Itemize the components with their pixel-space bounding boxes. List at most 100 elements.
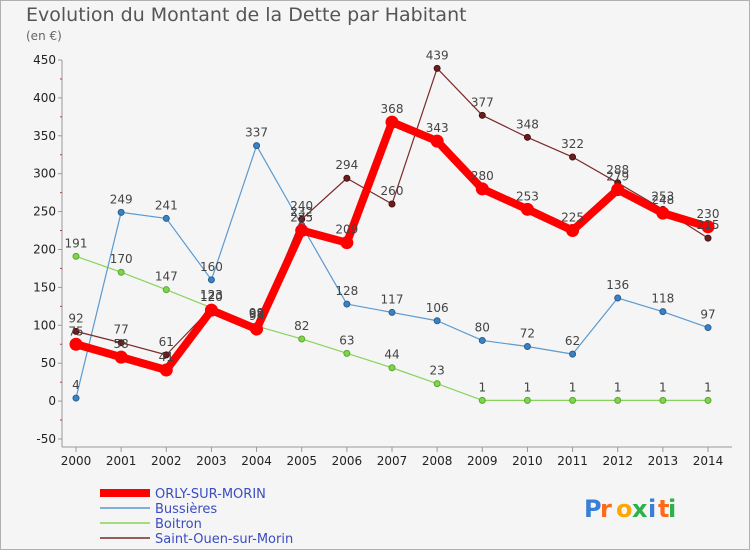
- value-label-bussi-res: 118: [651, 292, 674, 306]
- data-point-bussi-res: [569, 350, 577, 358]
- x-tick-label: 2005: [286, 454, 317, 468]
- value-label-boitron: 44: [384, 348, 399, 362]
- data-point-bussi-res: [117, 208, 125, 216]
- value-label-saint-ouen-sur-morin: 98: [249, 307, 264, 321]
- series-layer: [69, 64, 715, 404]
- x-tick-label: 2000: [61, 454, 92, 468]
- data-point-orly-sur-morin: [430, 134, 444, 148]
- x-tick-label: 2010: [512, 454, 543, 468]
- value-label-saint-ouen-sur-morin: 92: [68, 311, 83, 325]
- legend-label-boitron: Boitron: [155, 517, 202, 532]
- value-label-bussi-res: 117: [381, 292, 404, 306]
- x-tick-label: 2009: [467, 454, 498, 468]
- value-label-orly-sur-morin: 343: [426, 121, 449, 135]
- data-point-orly-sur-morin: [159, 363, 173, 377]
- value-label-boitron: 191: [65, 236, 88, 250]
- data-point-saint-ouen-sur-morin: [433, 64, 441, 72]
- value-label-boitron: 1: [614, 380, 622, 394]
- data-point-boitron: [704, 396, 712, 404]
- data-point-boitron: [659, 396, 667, 404]
- data-point-orly-sur-morin: [566, 224, 580, 238]
- x-tick-label: 2012: [602, 454, 633, 468]
- logo-letter: P: [584, 495, 602, 523]
- data-point-bussi-res: [388, 308, 396, 316]
- value-label-boitron: 1: [524, 380, 532, 394]
- data-point-saint-ouen-sur-morin: [162, 351, 170, 359]
- value-label-boitron: 1: [659, 380, 667, 394]
- data-point-saint-ouen-sur-morin: [343, 174, 351, 182]
- data-point-orly-sur-morin: [340, 236, 354, 250]
- y-tick-label: 150: [33, 280, 56, 294]
- data-point-bussi-res: [253, 142, 261, 150]
- value-label-bussi-res: 97: [700, 308, 715, 322]
- x-tick-label: 2006: [332, 454, 363, 468]
- legend-label-saint-ouen-sur-morin: Saint-Ouen-sur-Morin: [155, 532, 293, 547]
- value-label-orly-sur-morin: 209: [335, 223, 358, 237]
- data-point-boitron: [117, 268, 125, 276]
- logo-letter: x: [632, 495, 648, 523]
- value-labels: 191 170 147 123 99 82 63 44 23 1 1 1 1 1 1 4 249 241 160 33…: [65, 48, 720, 394]
- value-label-boitron: 1: [704, 380, 712, 394]
- data-point-boitron: [343, 349, 351, 357]
- data-point-orly-sur-morin: [611, 183, 625, 197]
- value-label-orly-sur-morin: 368: [381, 102, 404, 116]
- logo-letter: i: [648, 495, 656, 523]
- data-point-boitron: [523, 396, 531, 404]
- x-tick-label: 2014: [693, 454, 724, 468]
- data-point-boitron: [162, 286, 170, 294]
- data-point-orly-sur-morin: [475, 182, 489, 196]
- value-label-orly-sur-morin: 225: [290, 211, 313, 225]
- value-label-saint-ouen-sur-morin: 439: [426, 48, 449, 62]
- data-point-bussi-res: [433, 317, 441, 325]
- data-point-bussi-res: [523, 343, 531, 351]
- value-label-orly-sur-morin: 248: [651, 193, 674, 207]
- value-label-bussi-res: 4: [72, 378, 80, 392]
- y-tick-label: 50: [41, 356, 56, 370]
- logo-letter: i: [668, 495, 676, 523]
- data-point-saint-ouen-sur-morin: [388, 200, 396, 208]
- data-point-orly-sur-morin: [701, 220, 715, 234]
- series-line-orly-sur-morin: [74, 118, 710, 375]
- value-label-bussi-res: 232: [290, 205, 313, 219]
- value-label-orly-sur-morin: 41: [159, 350, 174, 364]
- logo-letter: r: [600, 495, 612, 523]
- x-tick-label: 2011: [557, 454, 588, 468]
- x-tick-label: 2001: [106, 454, 137, 468]
- value-label-boitron: 170: [110, 252, 133, 266]
- y-tick-label: 100: [33, 318, 56, 332]
- value-label-bussi-res: 80: [475, 320, 490, 334]
- y-tick-label: 250: [33, 205, 56, 219]
- legend-label-bussi-res: Bussières: [155, 502, 217, 517]
- data-point-bussi-res: [207, 276, 215, 284]
- value-label-bussi-res: 136: [606, 278, 629, 292]
- value-label-saint-ouen-sur-morin: 123: [200, 288, 223, 302]
- unit-label: (en €): [26, 29, 62, 43]
- y-tick-label: -50: [36, 432, 56, 446]
- value-label-bussi-res: 106: [426, 301, 449, 315]
- data-point-saint-ouen-sur-morin: [117, 339, 125, 347]
- data-point-saint-ouen-sur-morin: [569, 153, 577, 161]
- value-label-bussi-res: 72: [520, 327, 535, 341]
- value-label-orly-sur-morin: 58: [114, 337, 129, 351]
- chart-title: Evolution du Montant de la Dette par Hab…: [26, 4, 467, 26]
- value-label-saint-ouen-sur-morin: 294: [335, 158, 358, 172]
- data-point-boitron: [72, 252, 80, 260]
- x-tick-label: 2013: [648, 454, 679, 468]
- y-tick-label: 350: [33, 129, 56, 143]
- data-point-boitron: [614, 396, 622, 404]
- y-tick-label: 450: [33, 53, 56, 67]
- axes: -50 0 50 100 150 200 250 300 350 400 450 2000 2001 20…: [33, 53, 732, 468]
- value-label-saint-ouen-sur-morin: 77: [114, 323, 129, 337]
- value-label-orly-sur-morin: 230: [697, 207, 720, 221]
- data-point-saint-ouen-sur-morin: [523, 133, 531, 141]
- x-tick-label: 2007: [377, 454, 408, 468]
- value-label-orly-sur-morin: 95: [249, 309, 264, 323]
- value-label-saint-ouen-sur-morin: 240: [290, 199, 313, 213]
- value-label-orly-sur-morin: 120: [200, 290, 223, 304]
- value-label-saint-ouen-sur-morin: 215: [697, 218, 720, 232]
- data-point-orly-sur-morin: [656, 206, 670, 220]
- value-label-boitron: 63: [339, 333, 354, 347]
- value-label-boitron: 82: [294, 319, 309, 333]
- data-point-saint-ouen-sur-morin: [478, 111, 486, 119]
